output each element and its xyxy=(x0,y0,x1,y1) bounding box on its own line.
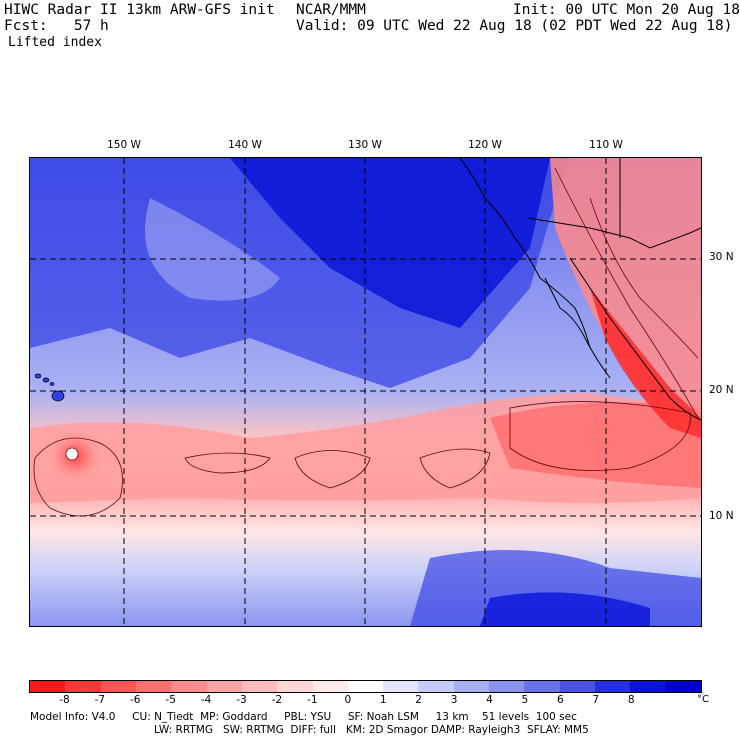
colorbar-cell xyxy=(665,681,701,692)
lifted-index-map xyxy=(29,157,702,627)
model-info-line-1: Model Info: V4.0 CU: N_Tiedt MP: Goddard… xyxy=(30,711,577,723)
contour-baja xyxy=(554,167,699,419)
lon-label-120w: 120 W xyxy=(468,139,502,151)
colorbar-cell xyxy=(100,681,136,692)
model-info-line-2: LW: RRTMG SW: RRTMG DIFF: full KM: 2D Sm… xyxy=(154,724,589,736)
colorbar-tick-label: 0 xyxy=(344,694,352,706)
cloud-streak xyxy=(145,198,280,301)
colorbar-tick-label: -7 xyxy=(94,694,106,706)
colorbar-tick-label: -6 xyxy=(130,694,141,706)
colorbar-cell xyxy=(277,681,313,692)
init-time: Init: 00 UTC Mon 20 Aug 18 xyxy=(513,2,740,18)
colorbar-tick-label: -5 xyxy=(165,694,176,706)
lon-label-130w: 130 W xyxy=(348,139,382,151)
colorbar-cell xyxy=(65,681,101,692)
forecast-hour: Fcst: 57 h xyxy=(4,18,109,34)
lat-label-20n: 20 N xyxy=(709,384,734,396)
colorbar-tick-label: 4 xyxy=(486,694,493,706)
colorbar-cell xyxy=(489,681,525,692)
contour-east xyxy=(509,401,691,471)
colorbar-unit: °C xyxy=(697,694,709,705)
coastlines xyxy=(459,158,701,421)
contour-central-2 xyxy=(294,450,371,489)
colorbar-tick-label: 2 xyxy=(415,694,422,706)
colorbar-cell xyxy=(312,681,348,692)
colorbar-tick-label: 7 xyxy=(592,694,600,706)
lon-label-110w: 110 W xyxy=(589,139,623,151)
plot-title: HIWC Radar II 13km ARW-GFS init xyxy=(4,2,275,18)
field-name: Lifted index xyxy=(8,35,102,50)
hawaii-islands xyxy=(34,373,65,402)
lat-label-10n: 10 N xyxy=(709,510,734,522)
lat-lon-grid xyxy=(30,158,701,626)
colorbar-cell xyxy=(383,681,419,692)
contour-west xyxy=(33,437,123,517)
colorbar-tick-label: 6 xyxy=(556,694,564,706)
colorbar-tick-label: 3 xyxy=(450,694,458,706)
colorbar-cell xyxy=(241,681,278,692)
colorbar-tick-label: -2 xyxy=(271,694,283,706)
southern-stable-core xyxy=(480,592,650,626)
cyclone-eye xyxy=(65,447,79,461)
organization-label: NCAR/MMM xyxy=(296,2,366,18)
colorbar-tick-label: 1 xyxy=(379,694,387,706)
colorbar-cell xyxy=(559,681,595,692)
lon-label-150w: 150 W xyxy=(107,139,141,151)
lat-label-30n: 30 N xyxy=(709,251,734,263)
colorbar-cell xyxy=(524,681,560,692)
california-coast xyxy=(459,158,591,349)
colorbar-tick-label: -1 xyxy=(307,694,318,706)
colorbar-cell xyxy=(135,681,172,692)
colorbar-cell xyxy=(347,681,384,692)
colorbar-tick-label: 5 xyxy=(521,694,529,706)
colorbar-tick-label: -4 xyxy=(200,694,212,706)
valid-time: Valid: 09 UTC Wed 22 Aug 18 (02 PDT Wed … xyxy=(296,18,733,34)
colorbar-cell xyxy=(418,681,454,692)
mexico-coast xyxy=(569,257,701,421)
colorbar-tick-label: -8 xyxy=(59,694,70,706)
lon-label-140w: 140 W xyxy=(228,139,262,151)
contour-central-1 xyxy=(184,452,271,474)
colorbar xyxy=(29,680,702,693)
colorbar-cell xyxy=(595,681,631,692)
colorbar-cell xyxy=(30,681,66,692)
colorbar-cell xyxy=(630,681,666,692)
colorbar-cell xyxy=(206,681,242,692)
baja-peninsula xyxy=(544,277,611,379)
colorbar-tick-label: 8 xyxy=(627,694,635,706)
unstable-core-east xyxy=(490,402,701,488)
colorbar-tick-label: -3 xyxy=(236,694,247,706)
colorbar-cell xyxy=(453,681,490,692)
us-mexico-border xyxy=(527,217,701,249)
colorbar-cell xyxy=(171,681,207,692)
contour-central-3 xyxy=(419,448,491,489)
deep-stable-core xyxy=(230,158,550,328)
